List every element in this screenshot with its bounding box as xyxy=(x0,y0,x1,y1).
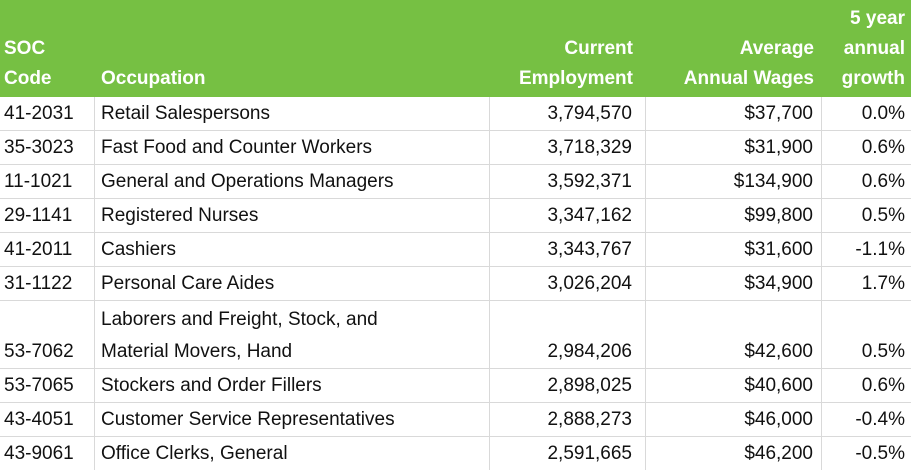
cell-occupation: Office Clerks, General xyxy=(95,437,490,470)
table-row: 29-1141 Registered Nurses 3,347,162 $99,800… xyxy=(0,199,911,233)
cell-soc-code: 53-7065 xyxy=(0,369,95,402)
cell-occupation: Customer Service Representatives xyxy=(95,403,490,436)
cell-wages: $40,600 xyxy=(646,369,822,402)
cell-wages: $42,600 xyxy=(646,301,822,368)
cell-employment: 3,347,162 xyxy=(490,199,646,232)
cell-wages: $46,000 xyxy=(646,403,822,436)
table-row: 11-1021 General and Operations Managers 3,… xyxy=(0,165,911,199)
cell-soc-code: 41-2031 xyxy=(0,97,95,130)
cell-wages: $46,200 xyxy=(646,437,822,470)
cell-employment: 3,592,371 xyxy=(490,165,646,198)
cell-occupation: Laborers and Freight, Stock, and Materia… xyxy=(95,301,490,368)
cell-growth: 0.0% xyxy=(861,103,905,124)
cell-soc-code: 41-2011 xyxy=(0,233,95,266)
cell-occupation: Retail Salespersons xyxy=(95,97,490,130)
cell-wages: $37,700 xyxy=(646,97,822,130)
table-row: 41-2011 Cashiers 3,343,767 $31,600 -1.1% xyxy=(0,233,911,267)
cell-soc-code: 29-1141 xyxy=(0,199,95,232)
cell-growth: 0.6% xyxy=(861,171,905,192)
cell-growth: 0.6% xyxy=(861,137,905,158)
table-body: 41-2031 Retail Salespersons 3,794,570 $37,7… xyxy=(0,97,911,470)
header-soc-code: SOC Code xyxy=(4,38,52,89)
cell-wages: $134,900 xyxy=(646,165,822,198)
cell-soc-code: 43-9061 xyxy=(0,437,95,470)
cell-soc-code: 35-3023 xyxy=(0,131,95,164)
cell-occupation: Cashiers xyxy=(95,233,490,266)
table-header-row: SOC Code Occupation Current Employment A… xyxy=(0,0,911,97)
cell-employment: 3,026,204 xyxy=(490,267,646,300)
table-row: 43-4051 Customer Service Representatives 2… xyxy=(0,403,911,437)
cell-wages: $31,900 xyxy=(646,131,822,164)
cell-wages: $34,900 xyxy=(646,267,822,300)
cell-growth: -0.4% xyxy=(855,409,905,430)
cell-growth: -1.1% xyxy=(855,239,905,260)
cell-occupation: Fast Food and Counter Workers xyxy=(95,131,490,164)
cell-occupation: Stockers and Order Fillers xyxy=(95,369,490,402)
cell-occupation: Registered Nurses xyxy=(95,199,490,232)
table-row: 41-2031 Retail Salespersons 3,794,570 $37,7… xyxy=(0,97,911,131)
cell-soc-code: 43-4051 xyxy=(0,403,95,436)
cell-soc-code: 31-1122 xyxy=(0,267,95,300)
table-row: 43-9061 Office Clerks, General 2,591,665 $4… xyxy=(0,437,911,470)
cell-employment: 3,794,570 xyxy=(490,97,646,130)
cell-occupation: Personal Care Aides xyxy=(95,267,490,300)
table-row: 53-7062 Laborers and Freight, Stock, and … xyxy=(0,301,911,369)
header-average-annual-wages: Average Annual Wages xyxy=(683,38,814,89)
cell-wages: $99,800 xyxy=(646,199,822,232)
cell-employment: 2,984,206 xyxy=(490,301,646,368)
cell-employment: 2,888,273 xyxy=(490,403,646,436)
cell-soc-code: 53-7062 xyxy=(0,301,95,368)
cell-growth: 0.5% xyxy=(861,341,905,362)
cell-employment: 2,898,025 xyxy=(490,369,646,402)
header-5-year-annual-growth: 5 year annual growth xyxy=(841,8,905,89)
cell-growth: 0.6% xyxy=(861,375,905,396)
cell-growth: -0.5% xyxy=(855,443,905,464)
cell-employment: 2,591,665 xyxy=(490,437,646,470)
table-row: 53-7065 Stockers and Order Fillers 2,898,0… xyxy=(0,369,911,403)
cell-occupation: General and Operations Managers xyxy=(95,165,490,198)
cell-employment: 3,718,329 xyxy=(490,131,646,164)
cell-wages: $31,600 xyxy=(646,233,822,266)
cell-employment: 3,343,767 xyxy=(490,233,646,266)
cell-growth: 0.5% xyxy=(861,205,905,226)
cell-growth: 1.7% xyxy=(861,273,905,294)
table-row: 35-3023 Fast Food and Counter Workers 3,71… xyxy=(0,131,911,165)
header-current-employment: Current Employment xyxy=(518,38,633,89)
header-occupation: Occupation xyxy=(101,68,206,89)
table-row: 31-1122 Personal Care Aides 3,026,204 $34,9… xyxy=(0,267,911,301)
cell-soc-code: 11-1021 xyxy=(0,165,95,198)
